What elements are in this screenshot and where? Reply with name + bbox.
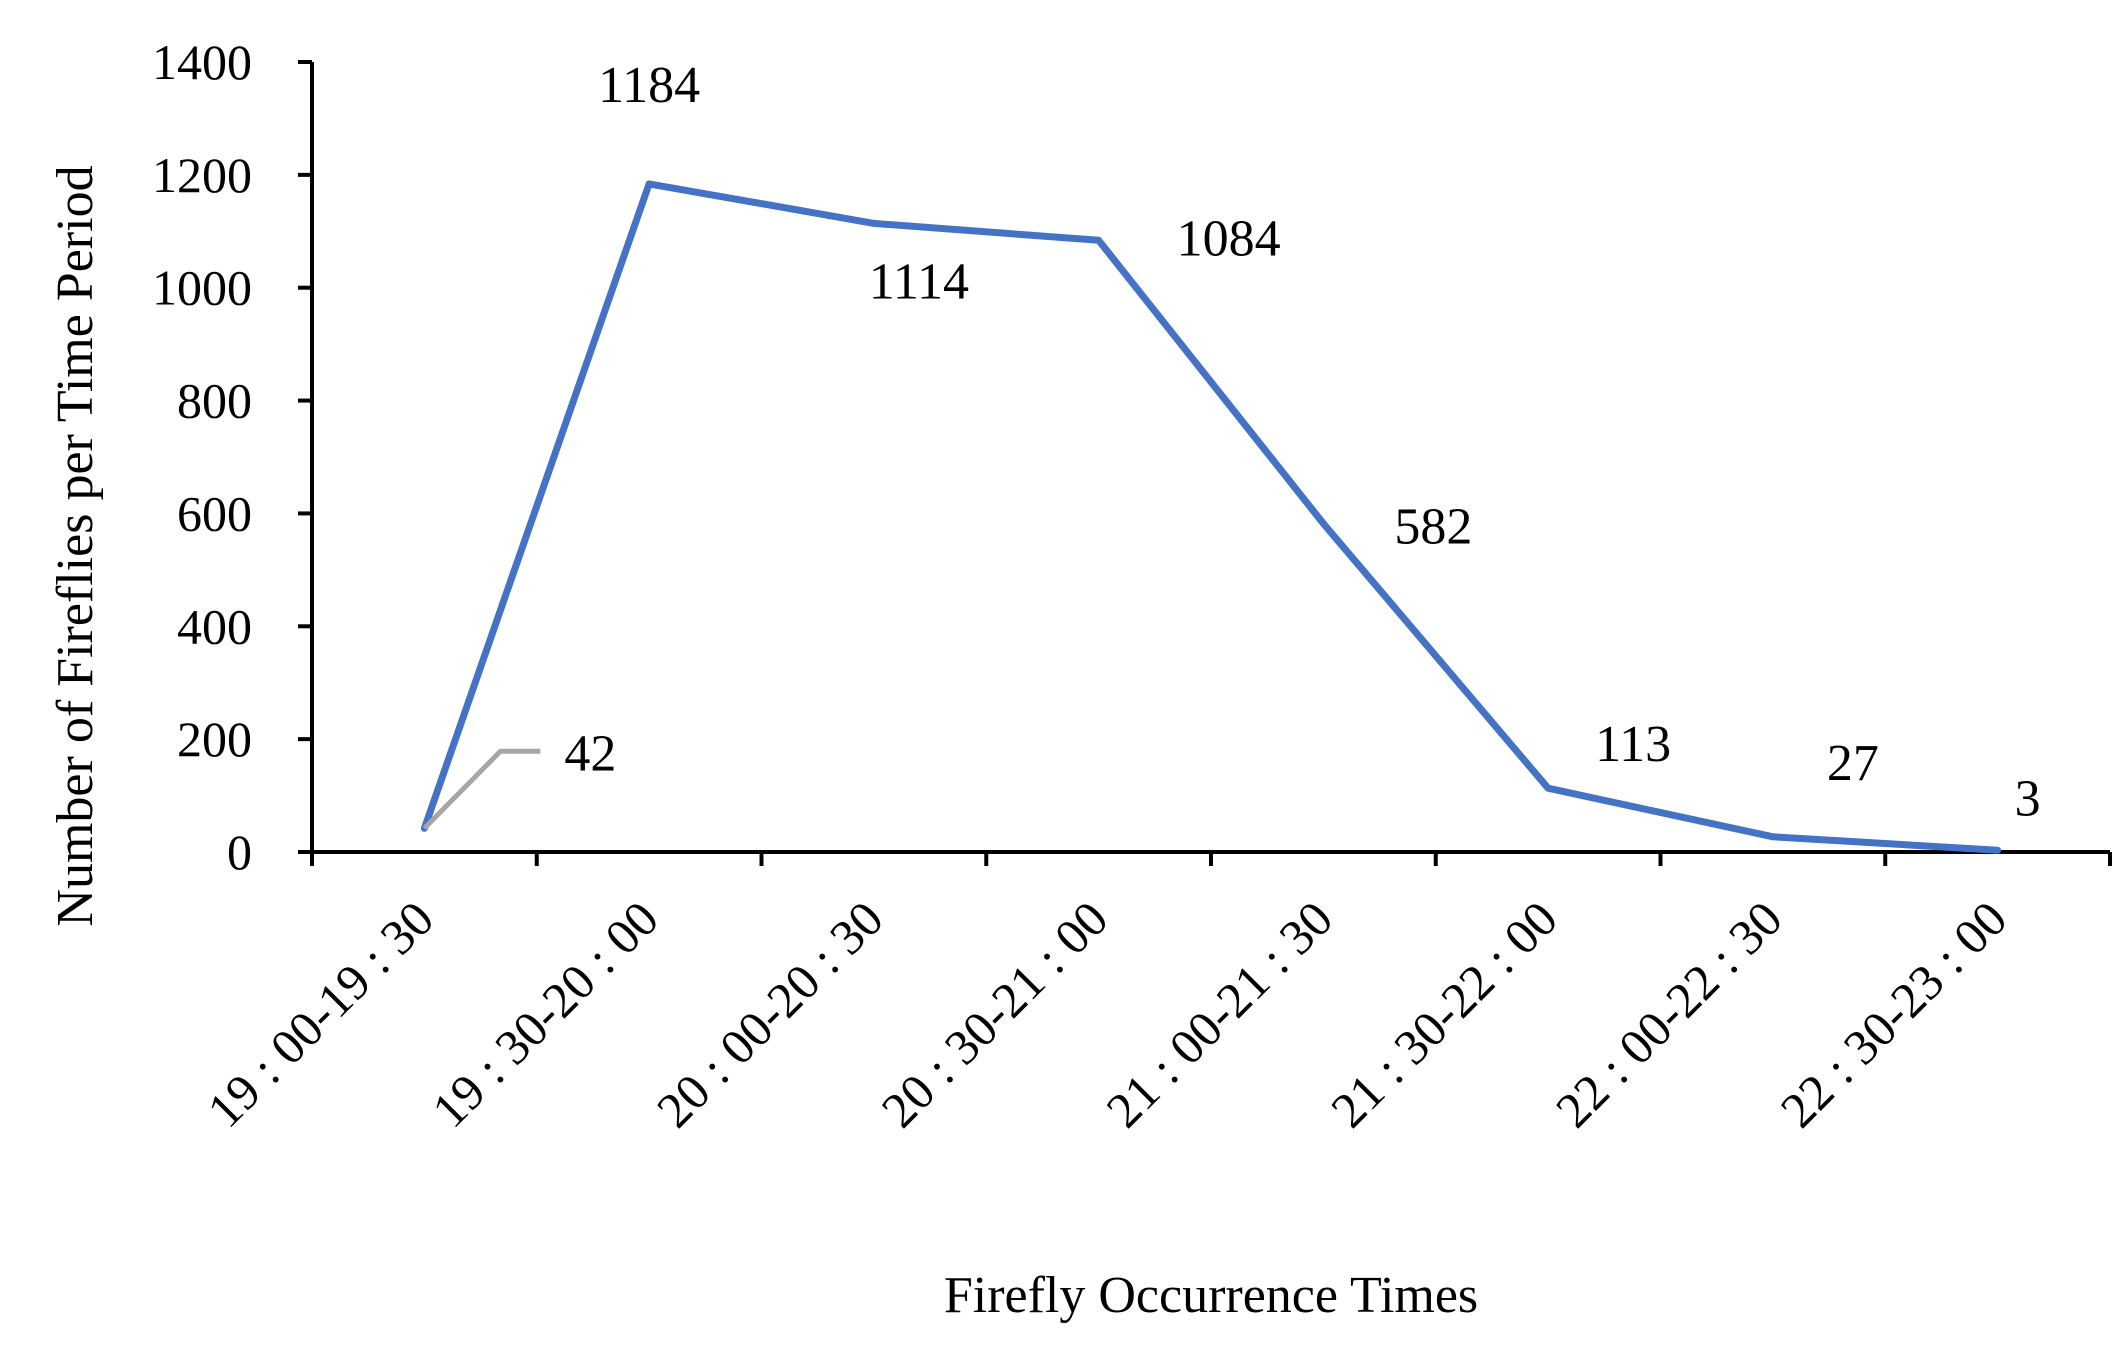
data-point — [1096, 238, 1101, 243]
x-tick-label: 20 : 00-20 : 30 — [646, 890, 894, 1138]
data-label: 3 — [2015, 770, 2041, 827]
y-tick-label: 600 — [177, 485, 252, 541]
leader-line — [422, 748, 541, 831]
data-labels: 42 1184 1114 1084 582 113 27 3 — [422, 57, 2041, 831]
data-label: 113 — [1595, 716, 1671, 773]
y-tick-label: 1400 — [152, 34, 252, 90]
x-tick-label: 20 : 30-21 : 00 — [871, 890, 1119, 1138]
x-tick-label: 21 : 00-21 : 30 — [1095, 890, 1343, 1138]
axes — [298, 60, 2112, 866]
data-label: 1114 — [869, 253, 969, 310]
y-tick-label: 1000 — [152, 260, 252, 316]
y-tick-label: 200 — [177, 711, 252, 767]
series-line — [420, 180, 2002, 854]
data-point — [1770, 834, 1775, 839]
y-axis-title: Number of Fireflies per Time Period — [47, 165, 104, 926]
y-tick-label: 400 — [177, 598, 252, 654]
x-tick-label: 19 : 30-20 : 00 — [421, 890, 669, 1138]
data-label: 582 — [1394, 499, 1472, 556]
series-layer — [420, 180, 2002, 854]
x-tick-label: 21 : 30-22 : 00 — [1320, 890, 1568, 1138]
data-label: 27 — [1827, 735, 1879, 792]
data-point — [1321, 521, 1326, 526]
y-tick-label: 1200 — [152, 147, 252, 203]
data-label: 1184 — [598, 57, 700, 114]
data-point — [871, 221, 876, 226]
y-tick-label: 800 — [177, 373, 252, 429]
y-tick-label: 0 — [227, 824, 252, 880]
data-label: 42 — [564, 725, 616, 782]
data-label: 1084 — [1177, 210, 1281, 267]
x-tick-label: 19 : 00-19 : 30 — [196, 890, 444, 1138]
x-tick-label: 22 : 00-22 : 30 — [1545, 890, 1793, 1138]
x-tick-label: 22 : 30-23 : 00 — [1770, 890, 2018, 1138]
data-point — [647, 181, 652, 186]
data-point — [1995, 848, 2000, 853]
x-axis-title: Firefly Occurrence Times — [944, 1267, 1478, 1324]
data-point — [1546, 786, 1551, 791]
tick-labels: 0 200 400 600 800 1000 1200 1400 19 : 00-19 : 30… — [152, 34, 2017, 1138]
